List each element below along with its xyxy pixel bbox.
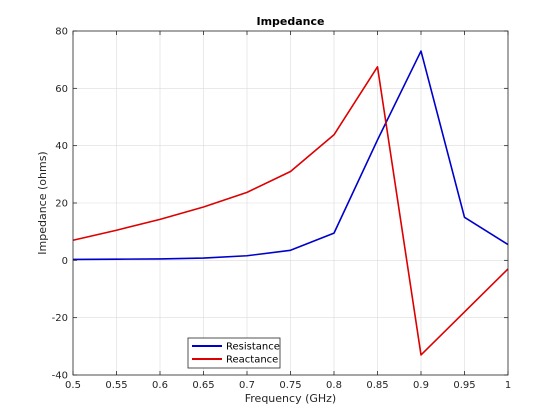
series-lines: [72, 50, 509, 356]
y-tick-label: 40: [55, 141, 68, 152]
x-tick-label: 0.5: [65, 380, 81, 391]
y-tick-label: 80: [55, 27, 68, 38]
x-tick-label: 0.8: [326, 380, 342, 391]
series-line-resistance: [72, 50, 509, 261]
y-tick-label: -20: [52, 313, 68, 324]
y-tick-label: 60: [55, 84, 68, 95]
x-tick-label: 0.95: [453, 380, 475, 391]
x-tick-label: 0.85: [366, 380, 388, 391]
y-axis-title: Impedance (ohms): [36, 151, 49, 254]
chart-title: Impedance: [257, 15, 325, 28]
x-tick-label: 0.9: [413, 380, 429, 391]
legend-label-resistance: Resistance: [226, 342, 280, 353]
x-tick-label: 0.75: [279, 380, 301, 391]
x-tick-label: 1: [505, 380, 511, 391]
legend-box: [187, 337, 281, 369]
x-tick-label: 0.6: [152, 380, 168, 391]
y-tick-label: -40: [52, 371, 68, 382]
x-tick-label: 0.65: [192, 380, 214, 391]
y-tick-label: 0: [62, 256, 68, 267]
legend: Resistance Reactance: [187, 337, 281, 369]
x-tick-label: 0.55: [105, 380, 127, 391]
y-tick-label: 20: [55, 199, 68, 210]
x-axis-title: Frequency (GHz): [245, 392, 336, 405]
ticks: 0.5 0.55 0.6 0.65 0.7 0.75 0.8 0.85 0.9 0.95 1 -40 -…: [52, 27, 512, 392]
series-line-reactance: [72, 66, 509, 356]
x-tick-label: 0.7: [239, 380, 255, 391]
legend-label-reactance: Reactance: [226, 355, 278, 366]
